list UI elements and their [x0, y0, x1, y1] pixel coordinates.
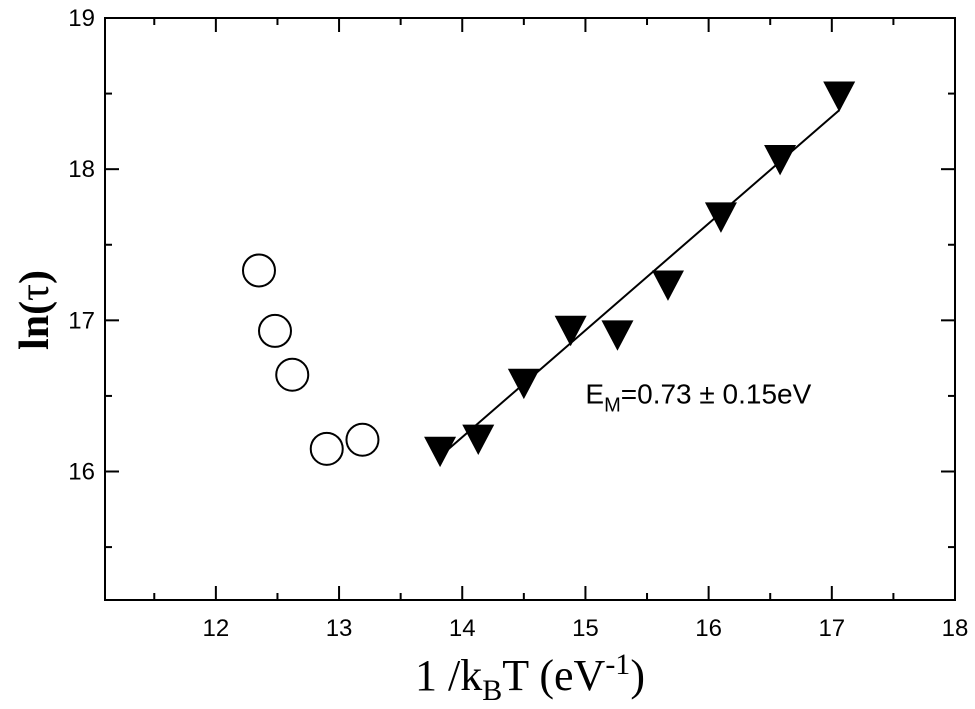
x-tick-label: 18 — [942, 615, 969, 642]
triangle-point — [424, 436, 457, 468]
y-axis-title-end: ) — [12, 270, 58, 284]
markers — [241, 81, 856, 468]
x-tick-label: 16 — [695, 615, 722, 642]
annotation-sub: M — [604, 394, 621, 416]
x-axis-title-sub: B — [482, 674, 502, 707]
annotation-base: E — [585, 378, 604, 409]
triangle-point — [764, 144, 797, 176]
triangle-point — [507, 368, 540, 400]
triangle-point — [462, 424, 495, 456]
annotation-em: EM=0.73 ± 0.15eV — [585, 378, 811, 416]
y-axis-title-greek: τ — [12, 284, 58, 301]
triangle-point — [554, 315, 587, 347]
fit-line-group — [439, 109, 840, 458]
y-tick-label: 17 — [68, 307, 95, 334]
y-axis-title: ln(τ) — [12, 270, 58, 350]
circle-point — [345, 422, 380, 457]
y-tick-label: 16 — [68, 459, 95, 486]
y-tick-label: 19 — [68, 5, 95, 32]
triangle-point — [651, 270, 684, 301]
circle-point — [258, 313, 292, 348]
circle-point — [309, 431, 344, 466]
annotation-rest: =0.73 ± 0.15eV — [621, 378, 812, 409]
ticks — [105, 17, 956, 600]
triangle-point — [601, 320, 634, 351]
x-tick-label: 12 — [203, 615, 230, 642]
x-axis-title-sup: -1 — [605, 648, 630, 681]
fit-line — [439, 109, 840, 458]
y-axis-title-base: ln( — [12, 301, 58, 350]
x-axis-title-mid: T (eV — [502, 651, 605, 700]
x-tick-label: 13 — [326, 615, 353, 642]
x-axis-title-base: 1 /k — [415, 651, 482, 700]
x-axis-title: 1 /kBT (eV-1) — [415, 648, 645, 707]
y-tick-label: 18 — [68, 156, 95, 183]
x-tick-label: 15 — [572, 615, 599, 642]
plot-frame — [104, 17, 956, 601]
circle-point — [275, 357, 310, 392]
triangle-point — [823, 81, 856, 112]
x-tick-label: 14 — [449, 615, 476, 642]
tick-labels: 12 13 14 15 16 17 18 16 17 18 19 — [68, 5, 968, 642]
x-tick-label: 17 — [818, 615, 845, 642]
circle-point — [241, 253, 276, 288]
triangle-point — [704, 202, 737, 233]
x-axis-title-end: ) — [630, 651, 645, 700]
